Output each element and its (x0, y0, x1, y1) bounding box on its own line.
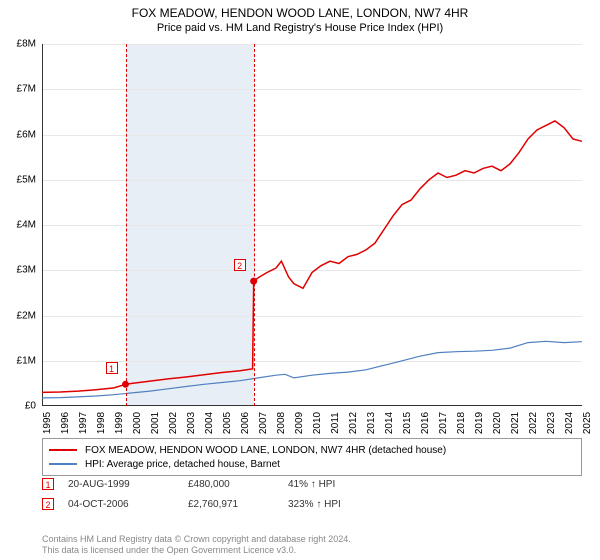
y-tick-label: £8M (0, 39, 36, 50)
footer: Contains HM Land Registry data © Crown c… (42, 534, 351, 557)
x-tick-label: 2011 (330, 412, 341, 434)
x-tick-label: 1997 (78, 412, 89, 434)
x-tick-label: 1999 (114, 412, 125, 434)
x-tick-label: 2001 (150, 412, 161, 434)
transaction-marker: 2 (42, 498, 54, 510)
chart-lines (42, 44, 582, 406)
marker-vline (254, 44, 255, 406)
legend-swatch (49, 463, 77, 465)
x-tick-label: 2012 (348, 412, 359, 434)
x-tick-label: 2003 (186, 412, 197, 434)
x-tick-label: 2008 (276, 412, 287, 434)
x-tick-label: 2007 (258, 412, 269, 434)
x-tick-label: 2017 (438, 412, 449, 434)
x-tick-label: 2024 (564, 412, 575, 434)
y-tick-label: £6M (0, 129, 36, 140)
transaction-row: 2 04-OCT-2006£2,760,971323% ↑ HPI (42, 498, 582, 510)
transaction-price: £480,000 (188, 479, 288, 490)
series-hpi (42, 341, 582, 398)
legend-row: FOX MEADOW, HENDON WOOD LANE, LONDON, NW… (49, 443, 575, 457)
x-tick-label: 2010 (312, 412, 323, 434)
y-tick-label: £5M (0, 174, 36, 185)
legend: FOX MEADOW, HENDON WOOD LANE, LONDON, NW… (42, 438, 582, 476)
x-tick-label: 2000 (132, 412, 143, 434)
transaction-marker: 1 (42, 478, 54, 490)
y-tick-label: £4M (0, 220, 36, 231)
y-tick-label: £0 (0, 401, 36, 412)
chart-title: FOX MEADOW, HENDON WOOD LANE, LONDON, NW… (0, 6, 600, 20)
x-tick-label: 2005 (222, 412, 233, 434)
transaction-date: 20-AUG-1999 (68, 479, 188, 490)
chart-area: 12 £0£1M£2M£3M£4M£5M£6M£7M£8M 1995199619… (42, 44, 582, 406)
legend-label: FOX MEADOW, HENDON WOOD LANE, LONDON, NW… (85, 445, 446, 456)
x-tick-label: 2020 (492, 412, 503, 434)
x-tick-label: 1998 (96, 412, 107, 434)
x-tick-label: 2025 (582, 412, 593, 434)
x-tick-label: 2019 (474, 412, 485, 434)
transaction-pct: 41% ↑ HPI (288, 479, 388, 490)
y-tick-label: £2M (0, 310, 36, 321)
x-tick-label: 1995 (42, 412, 53, 434)
y-tick-label: £3M (0, 265, 36, 276)
marker-vline (126, 44, 127, 406)
x-tick-label: 2016 (420, 412, 431, 434)
x-tick-label: 2009 (294, 412, 305, 434)
footer-line1: Contains HM Land Registry data © Crown c… (42, 534, 351, 545)
x-tick-label: 2014 (384, 412, 395, 434)
x-tick-label: 2021 (510, 412, 521, 434)
x-tick-label: 2006 (240, 412, 251, 434)
x-tick-label: 2004 (204, 412, 215, 434)
chart-subtitle: Price paid vs. HM Land Registry's House … (0, 22, 600, 34)
transaction-row: 1 20-AUG-1999£480,00041% ↑ HPI (42, 478, 582, 490)
x-tick-label: 2002 (168, 412, 179, 434)
x-tick-label: 2018 (456, 412, 467, 434)
y-tick-label: £7M (0, 84, 36, 95)
x-tick-label: 1996 (60, 412, 71, 434)
x-tick-label: 2015 (402, 412, 413, 434)
marker-box: 2 (234, 259, 246, 271)
legend-swatch (49, 449, 77, 451)
transaction-price: £2,760,971 (188, 499, 288, 510)
transaction-date: 04-OCT-2006 (68, 499, 188, 510)
transaction-pct: 323% ↑ HPI (288, 499, 388, 510)
footer-line2: This data is licensed under the Open Gov… (42, 545, 351, 556)
legend-row: HPI: Average price, detached house, Barn… (49, 457, 575, 471)
y-tick-label: £1M (0, 355, 36, 366)
series-price_paid (42, 121, 582, 393)
legend-label: HPI: Average price, detached house, Barn… (85, 459, 280, 470)
x-tick-label: 2013 (366, 412, 377, 434)
x-tick-label: 2023 (546, 412, 557, 434)
x-tick-label: 2022 (528, 412, 539, 434)
marker-box: 1 (106, 362, 118, 374)
